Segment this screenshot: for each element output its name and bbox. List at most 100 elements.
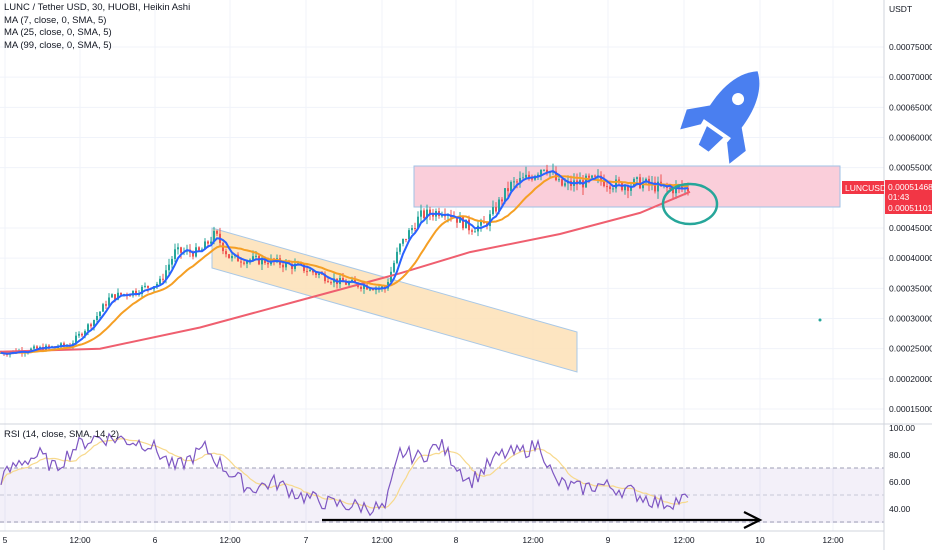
candle-body [291,263,293,269]
candle-body [60,343,62,348]
candle-body [90,324,92,327]
candle-body [285,262,287,268]
candle-body [252,256,254,260]
candle-body [198,247,200,251]
candle-body [204,241,206,250]
candle-body [426,209,428,219]
candle-body [522,177,524,179]
candle-body [360,286,362,289]
time-tick-label: 8 [454,535,459,545]
price-tick-label: 0.00020000 [889,374,932,384]
ma-99-legend[interactable]: MA (99, close, 0, SMA, 5) [4,39,112,51]
rocket-icon[interactable] [674,51,787,169]
candle-body [231,255,233,259]
candle-body [81,333,83,336]
candle-body [135,290,137,295]
rsi-tick-label: 40.00 [889,504,911,514]
price-axis-ticks[interactable]: 0.00075000 0.00070000 0.00065000 0.00060000… [889,42,932,414]
candle-body [495,207,497,212]
candle-body [513,181,515,183]
candle-body [63,343,65,346]
candle-body [465,219,467,229]
candle-body [456,217,458,223]
candle-body [36,346,38,349]
candle-body [207,241,209,244]
candle-body [303,263,305,272]
candle-body [672,187,674,194]
candle-body [114,294,116,300]
candle-body [402,238,404,244]
candle-body [129,295,131,297]
candle-body [99,311,101,317]
right-arrow[interactable] [322,511,763,529]
candle-body [504,188,506,202]
candle-body [642,182,644,189]
candle-body [315,272,317,275]
candle-body [93,319,95,327]
price-tick-label: 0.00030000 [889,314,932,324]
candle-body [345,282,347,285]
candle-body [363,285,365,289]
countdown-text: 01:43 [888,192,910,202]
candle-body [519,178,521,182]
candle-body [414,228,416,230]
circle-annotation[interactable] [661,182,719,226]
candle-body [627,186,629,191]
candle-body [420,210,422,217]
chart-legend: LUNC / Tether USD, 30, HUOBI, Heikin Ash… [4,2,190,52]
candle-body [156,283,158,287]
chart-title[interactable]: LUNC / Tether USD, 30, HUOBI, Heikin Ash… [4,2,191,13]
candle-body [327,281,329,283]
time-tick-label: 12:00 [69,535,91,545]
candle-body [87,324,89,332]
price-tick-label: 0.00025000 [889,344,932,354]
candle-body [117,292,119,300]
candle-body [159,278,161,284]
candle-body [411,228,413,231]
candle-body [525,174,527,178]
candle-body [216,230,218,234]
time-tick-label: 7 [304,535,309,545]
candle-body [687,187,689,192]
candle-body [177,247,179,250]
candle-body [474,231,476,233]
symbol-tag [842,181,884,194]
ma-7-legend[interactable]: MA (7, close, 0, SMA, 5) [4,14,107,26]
candle-body [429,209,431,215]
candle-body [180,247,182,253]
candle-body [294,263,296,269]
candle-body [390,271,392,283]
candle-body [48,345,50,347]
candle-body [162,278,164,280]
candle-body [261,258,263,265]
ma-price-tag [885,201,932,214]
price-tick-label: 0.00035000 [889,283,932,293]
candle-body [108,297,110,306]
ma-25-legend[interactable]: MA (25, close, 0, SMA, 5) [4,27,112,38]
candle-body [489,214,491,226]
candle-body [624,186,626,191]
candle-body [324,274,326,282]
price-tick-label: 0.00075000 [889,42,932,52]
candle-body [480,220,482,226]
time-axis-ticks[interactable]: 5 12:00 6 12:00 7 12:00 8 12:00 9 12:00 10 12:00 [3,535,844,545]
candle-body [225,251,227,255]
ma-7-line [0,170,689,355]
candle-body [408,230,410,240]
rsi-axis-ticks[interactable]: 100.00 80.00 60.00 40.00 [889,423,915,514]
rsi-legend[interactable]: RSI (14, close, SMA, 14, 2) [4,429,120,440]
candle-body [381,286,383,288]
time-tick-label: 12:00 [371,535,393,545]
candle-body [78,333,80,336]
last-price-tag [885,180,932,204]
candle-body [423,210,425,219]
candle-body [669,187,671,189]
ma-price-text: 0.00051101 [888,203,932,213]
candle-body [102,304,104,312]
candle-body [507,188,509,192]
candle-body [111,294,113,298]
candle-body [141,286,143,295]
candle-body [540,169,542,175]
descending-channel[interactable] [211,227,578,373]
